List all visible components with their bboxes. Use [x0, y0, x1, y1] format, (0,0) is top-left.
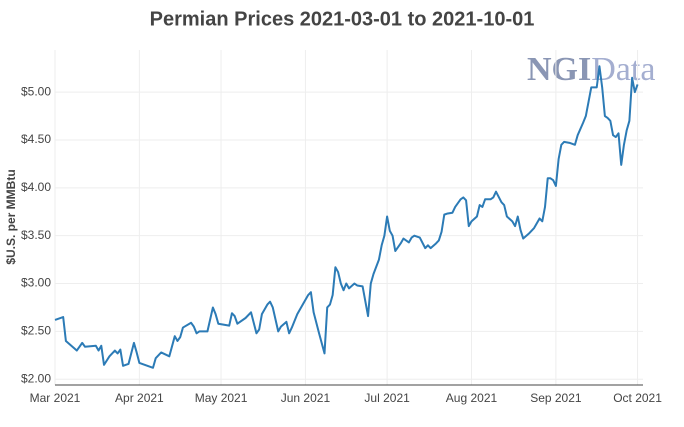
watermark: NGIData	[527, 51, 655, 88]
x-tick-label: Apr 2021	[115, 391, 164, 405]
price-line	[54, 65, 639, 369]
y-tick-label: $3.50	[21, 228, 51, 242]
y-tick-label: $4.50	[21, 132, 51, 146]
y-tick-label: $5.00	[21, 84, 51, 98]
y-tick-label: $4.00	[21, 180, 51, 194]
x-tick-label: May 2021	[195, 391, 248, 405]
y-tick-label: $2.50	[21, 324, 51, 338]
watermark-strong: NGI	[527, 51, 591, 88]
x-tick-label: Jun 2021	[281, 391, 331, 405]
x-tick-label: Sep 2021	[530, 391, 582, 405]
x-tick-label: Oct 2021	[613, 391, 662, 405]
y-tick-label: $3.00	[21, 276, 51, 290]
x-tick-label: Mar 2021	[30, 391, 81, 405]
grid	[54, 50, 643, 385]
y-tick-label: $2.00	[21, 371, 51, 385]
x-tick-label: Aug 2021	[446, 391, 498, 405]
x-tick-label: Jul 2021	[364, 391, 410, 405]
chart-title: Permian Prices 2021-03-01 to 2021-10-01	[150, 8, 535, 30]
y-axis-label: $U.S. per MMBtu	[4, 169, 18, 264]
